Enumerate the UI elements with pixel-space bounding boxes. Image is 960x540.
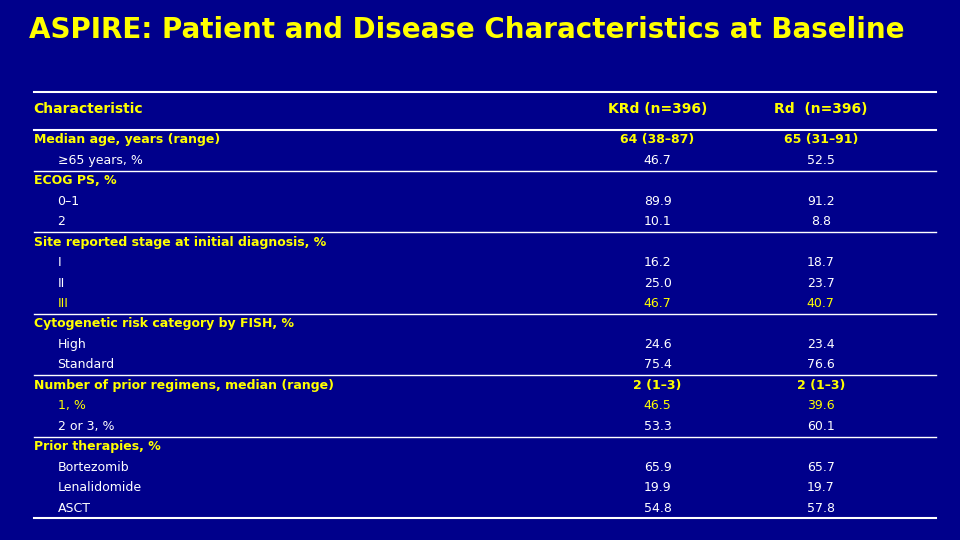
Text: 2 or 3, %: 2 or 3, % — [58, 420, 114, 433]
Text: 91.2: 91.2 — [807, 195, 834, 208]
Text: 39.6: 39.6 — [807, 400, 834, 413]
Text: Lenalidomide: Lenalidomide — [58, 481, 142, 494]
Text: 64 (38–87): 64 (38–87) — [620, 133, 695, 146]
Text: 46.7: 46.7 — [644, 297, 671, 310]
Text: 19.9: 19.9 — [644, 481, 671, 494]
Text: 16.2: 16.2 — [644, 256, 671, 269]
Text: III: III — [58, 297, 68, 310]
Text: I: I — [58, 256, 61, 269]
Text: 1, %: 1, % — [58, 400, 85, 413]
Text: 2 (1–3): 2 (1–3) — [797, 379, 845, 392]
Text: ASCT: ASCT — [58, 502, 90, 515]
Text: ≥65 years, %: ≥65 years, % — [58, 154, 142, 167]
Text: 65.9: 65.9 — [644, 461, 671, 474]
Text: 60.1: 60.1 — [807, 420, 834, 433]
Text: 54.8: 54.8 — [643, 502, 672, 515]
Text: High: High — [58, 338, 86, 351]
Text: 23.7: 23.7 — [807, 276, 834, 289]
Text: 53.3: 53.3 — [644, 420, 671, 433]
Text: 23.4: 23.4 — [807, 338, 834, 351]
Text: 76.6: 76.6 — [807, 359, 834, 372]
Text: 24.6: 24.6 — [644, 338, 671, 351]
Text: 46.7: 46.7 — [644, 154, 671, 167]
Text: Standard: Standard — [58, 359, 115, 372]
Text: 25.0: 25.0 — [643, 276, 672, 289]
Text: 8.8: 8.8 — [811, 215, 830, 228]
Text: 89.9: 89.9 — [644, 195, 671, 208]
Text: 0–1: 0–1 — [58, 195, 80, 208]
Text: II: II — [58, 276, 65, 289]
Text: 10.1: 10.1 — [644, 215, 671, 228]
Text: ASPIRE: Patient and Disease Characteristics at Baseline: ASPIRE: Patient and Disease Characterist… — [29, 16, 904, 44]
Text: Median age, years (range): Median age, years (range) — [34, 133, 220, 146]
Text: 46.5: 46.5 — [644, 400, 671, 413]
Text: 40.7: 40.7 — [806, 297, 835, 310]
Text: 65 (31–91): 65 (31–91) — [783, 133, 858, 146]
Text: 2: 2 — [58, 215, 65, 228]
Text: 75.4: 75.4 — [643, 359, 672, 372]
Text: 18.7: 18.7 — [806, 256, 835, 269]
Text: Number of prior regimens, median (range): Number of prior regimens, median (range) — [34, 379, 334, 392]
Text: KRd (n=396): KRd (n=396) — [608, 102, 708, 116]
Text: 57.8: 57.8 — [806, 502, 835, 515]
Text: Cytogenetic risk category by FISH, %: Cytogenetic risk category by FISH, % — [34, 318, 294, 330]
Text: 2 (1–3): 2 (1–3) — [634, 379, 682, 392]
Text: Prior therapies, %: Prior therapies, % — [34, 440, 160, 453]
Text: Bortezomib: Bortezomib — [58, 461, 130, 474]
Text: ECOG PS, %: ECOG PS, % — [34, 174, 116, 187]
Text: Rd  (n=396): Rd (n=396) — [774, 102, 868, 116]
Text: 65.7: 65.7 — [806, 461, 835, 474]
Text: 52.5: 52.5 — [806, 154, 835, 167]
Text: Site reported stage at initial diagnosis, %: Site reported stage at initial diagnosis… — [34, 235, 325, 248]
Text: Characteristic: Characteristic — [34, 102, 143, 116]
Text: 19.7: 19.7 — [807, 481, 834, 494]
